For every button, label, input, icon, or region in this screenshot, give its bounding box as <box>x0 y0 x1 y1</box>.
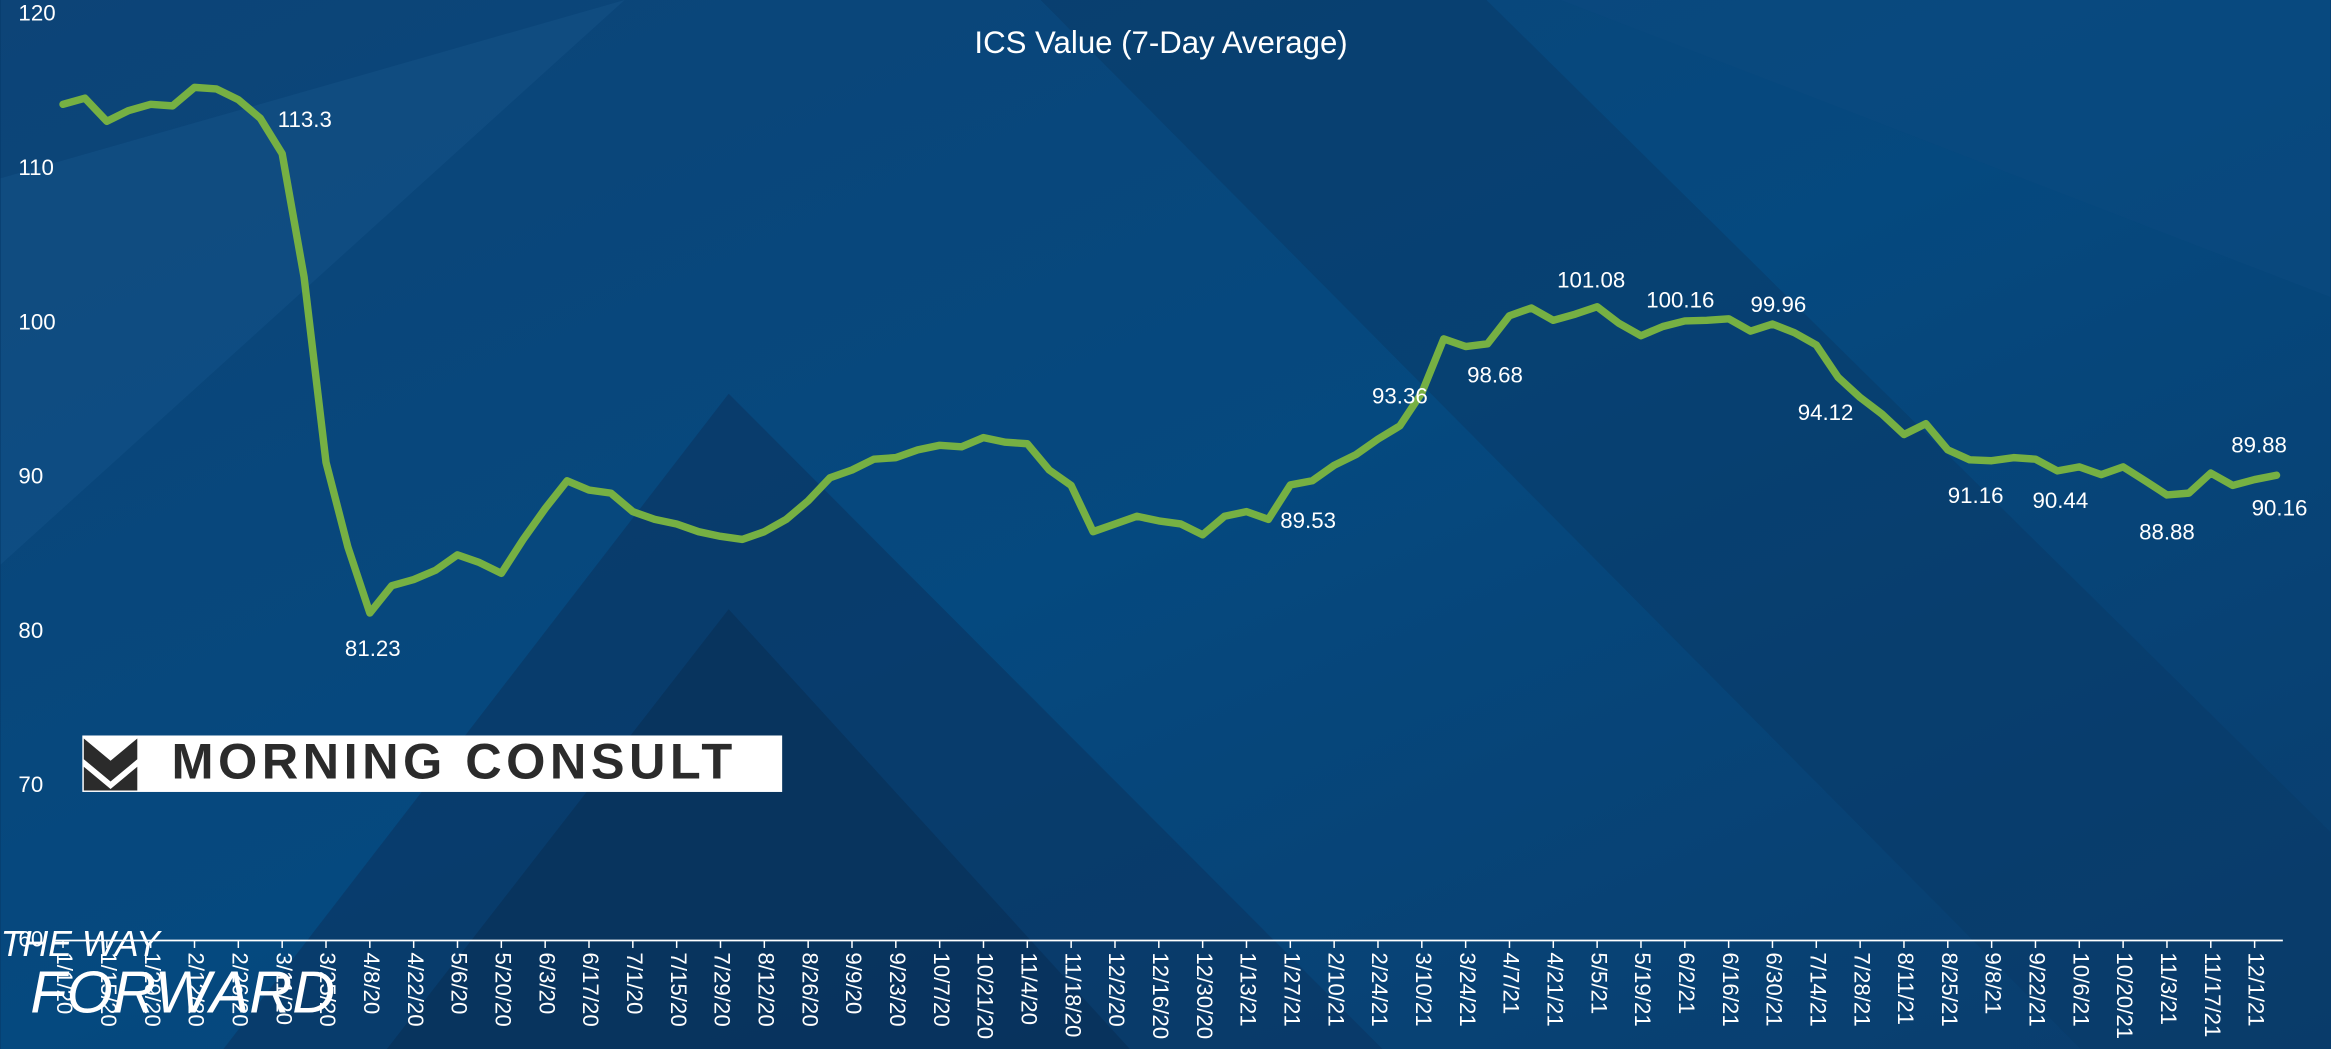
x-tick-label: 6/3/20 <box>534 952 559 1014</box>
x-tick-label: 12/1/21 <box>2244 952 2269 1026</box>
x-tick-label: 5/6/20 <box>447 952 472 1014</box>
x-tick-label: 10/20/21 <box>2112 952 2137 1039</box>
x-tick-label: 6/16/21 <box>1718 952 1743 1026</box>
x-tick-label: 6/17/20 <box>578 952 603 1026</box>
data-label: 90.44 <box>2032 488 2088 513</box>
y-tick-label: 120 <box>18 1 55 26</box>
x-tick-label: 1/27/21 <box>1279 952 1304 1026</box>
y-tick-label: 110 <box>18 155 54 180</box>
bg-shape <box>0 0 625 565</box>
x-tick-label: 4/22/20 <box>403 952 428 1026</box>
x-tick-label: 10/6/21 <box>2068 952 2093 1026</box>
x-tick-label: 10/21/20 <box>973 952 998 1039</box>
watermark: FORWARD <box>30 959 335 1026</box>
data-label: 91.16 <box>1948 483 2004 508</box>
x-tick-label: 11/17/21 <box>2200 952 2225 1037</box>
x-tick-label: 11/18/20 <box>1060 952 1085 1037</box>
y-tick-label: 60 <box>18 926 43 951</box>
x-tick-label: 4/21/21 <box>1542 952 1567 1026</box>
x-tick-label: 6/2/21 <box>1674 952 1699 1014</box>
x-tick-label: 5/20/20 <box>490 952 515 1026</box>
x-tick-label: 3/10/21 <box>1411 952 1436 1026</box>
x-tick-label: 4/7/21 <box>1499 952 1524 1014</box>
x-tick-label: 4/8/20 <box>359 952 384 1014</box>
x-tick-label: 12/2/20 <box>1104 952 1129 1026</box>
x-tick-label: 11/4/20 <box>1016 952 1041 1025</box>
data-label: 98.68 <box>1467 362 1523 387</box>
x-tick-label: 1/29/20 <box>140 952 165 1026</box>
data-label: 113.3 <box>278 107 332 132</box>
data-label: 101.08 <box>1557 267 1625 292</box>
data-label: 81.23 <box>345 636 401 661</box>
x-tick-label: 8/26/20 <box>797 952 822 1026</box>
data-label: 89.53 <box>1280 508 1336 533</box>
x-tick-label: 2/10/21 <box>1323 952 1348 1026</box>
logo-icon <box>83 766 138 791</box>
x-tick-label: 12/30/20 <box>1192 952 1217 1039</box>
data-label: 89.88 <box>2231 433 2287 458</box>
x-tick-label: 5/5/21 <box>1586 952 1611 1014</box>
y-tick-label: 70 <box>18 772 43 797</box>
x-tick-label: 9/9/20 <box>841 952 866 1014</box>
x-tick-label: 7/28/21 <box>1849 952 1874 1026</box>
x-tick-label: 8/25/21 <box>1937 952 1962 1026</box>
x-tick-label: 12/16/20 <box>1148 952 1173 1039</box>
y-tick-label: 80 <box>18 618 43 643</box>
x-tick-label: 8/11/21 <box>1893 952 1918 1025</box>
x-tick-label: 7/29/20 <box>710 952 735 1026</box>
y-tick-label: 100 <box>18 309 55 334</box>
x-tick-label: 2/26/20 <box>227 952 252 1026</box>
logo-box <box>82 735 783 792</box>
data-line <box>59 83 2281 617</box>
bg-shape <box>1040 0 2331 1049</box>
x-tick-label: 9/22/21 <box>2025 952 2050 1026</box>
y-tick-label: 90 <box>18 464 43 489</box>
data-label: 90.16 <box>2252 495 2308 520</box>
x-tick-label: 2/24/21 <box>1367 952 1392 1026</box>
x-tick-label: 11/3/21 <box>2156 952 2181 1025</box>
x-tick-label: 9/8/21 <box>1981 952 2006 1014</box>
x-tick-label: 1/1/20 <box>52 952 77 1014</box>
x-tick-label: 9/23/20 <box>885 952 910 1026</box>
x-tick-label: 7/1/20 <box>622 952 647 1014</box>
x-tick-label: 10/7/20 <box>929 952 954 1026</box>
x-tick-label: 7/15/20 <box>666 952 691 1026</box>
logo-text: MORNING CONSULT <box>171 733 736 790</box>
x-tick-label: 5/19/21 <box>1630 952 1655 1026</box>
data-label: 93.36 <box>1372 384 1428 409</box>
logo-icon <box>83 738 138 782</box>
watermark: THE WAY <box>1 924 162 964</box>
bg-shape <box>386 609 1130 1049</box>
x-tick-label: 3/24/21 <box>1455 952 1480 1026</box>
data-label: 94.12 <box>1798 400 1854 425</box>
logo: MORNING CONSULT <box>82 733 783 792</box>
x-tick-label: 1/13/21 <box>1236 952 1261 1026</box>
x-tick-label: 2/12/20 <box>184 952 209 1026</box>
data-label: 88.88 <box>2139 519 2195 544</box>
chart-title: ICS Value (7-Day Average) <box>974 25 1347 60</box>
x-tick-label: 3/11/20 <box>271 952 296 1025</box>
x-tick-label: 8/12/20 <box>753 952 778 1026</box>
x-tick-label: 1/15/20 <box>96 952 121 1026</box>
x-tick-label: 6/30/21 <box>1762 952 1787 1026</box>
data-label: 100.16 <box>1646 288 1714 313</box>
data-label: 99.96 <box>1751 292 1807 317</box>
x-tick-label: 7/14/21 <box>1805 952 1830 1026</box>
x-tick-label: 3/25/20 <box>315 952 340 1026</box>
